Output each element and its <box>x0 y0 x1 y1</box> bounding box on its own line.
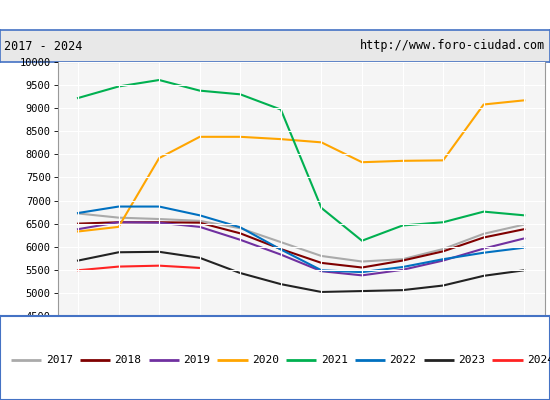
Text: 2023: 2023 <box>458 355 485 365</box>
Text: Evolucion del paro registrado en Fuengirola: Evolucion del paro registrado en Fuengir… <box>95 8 455 22</box>
Text: 2017: 2017 <box>46 355 73 365</box>
Text: 2022: 2022 <box>389 355 416 365</box>
Text: 2020: 2020 <box>252 355 279 365</box>
Text: 2017 - 2024: 2017 - 2024 <box>4 40 83 52</box>
Text: 2024: 2024 <box>527 355 550 365</box>
Text: 2021: 2021 <box>321 355 348 365</box>
Text: 2018: 2018 <box>114 355 141 365</box>
Text: 2019: 2019 <box>183 355 210 365</box>
Text: http://www.foro-ciudad.com: http://www.foro-ciudad.com <box>360 40 546 52</box>
